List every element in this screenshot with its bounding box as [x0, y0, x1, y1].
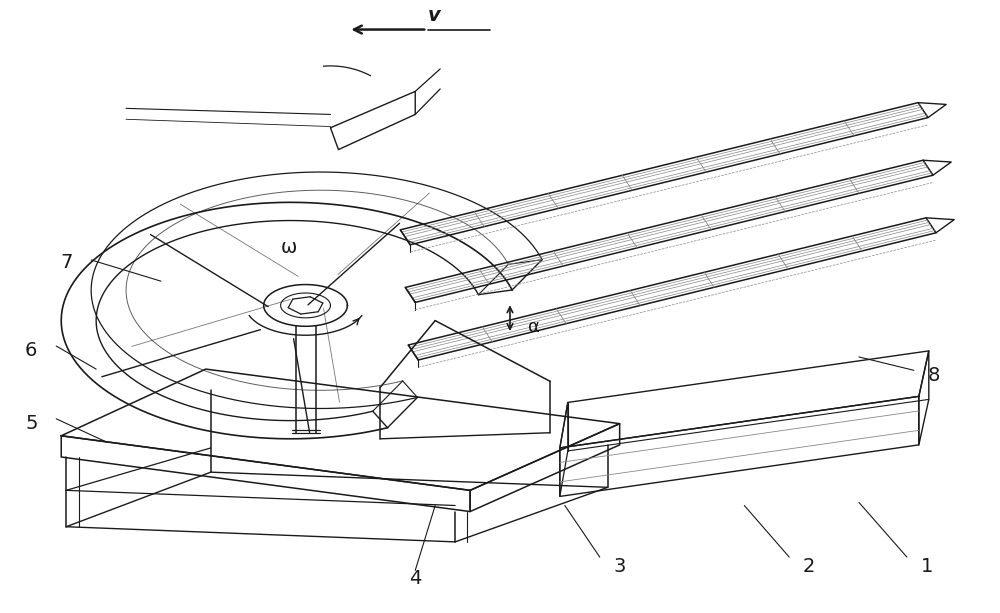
- Text: 5: 5: [25, 414, 38, 433]
- Text: v: v: [428, 6, 441, 25]
- Text: 6: 6: [25, 341, 37, 360]
- Text: 2: 2: [803, 557, 815, 576]
- Text: 8: 8: [928, 365, 940, 384]
- Text: 3: 3: [613, 557, 626, 576]
- Text: ω: ω: [280, 238, 297, 257]
- Text: α: α: [528, 318, 540, 336]
- Text: 1: 1: [921, 557, 933, 576]
- Text: 4: 4: [409, 569, 421, 588]
- Text: 7: 7: [60, 253, 72, 272]
